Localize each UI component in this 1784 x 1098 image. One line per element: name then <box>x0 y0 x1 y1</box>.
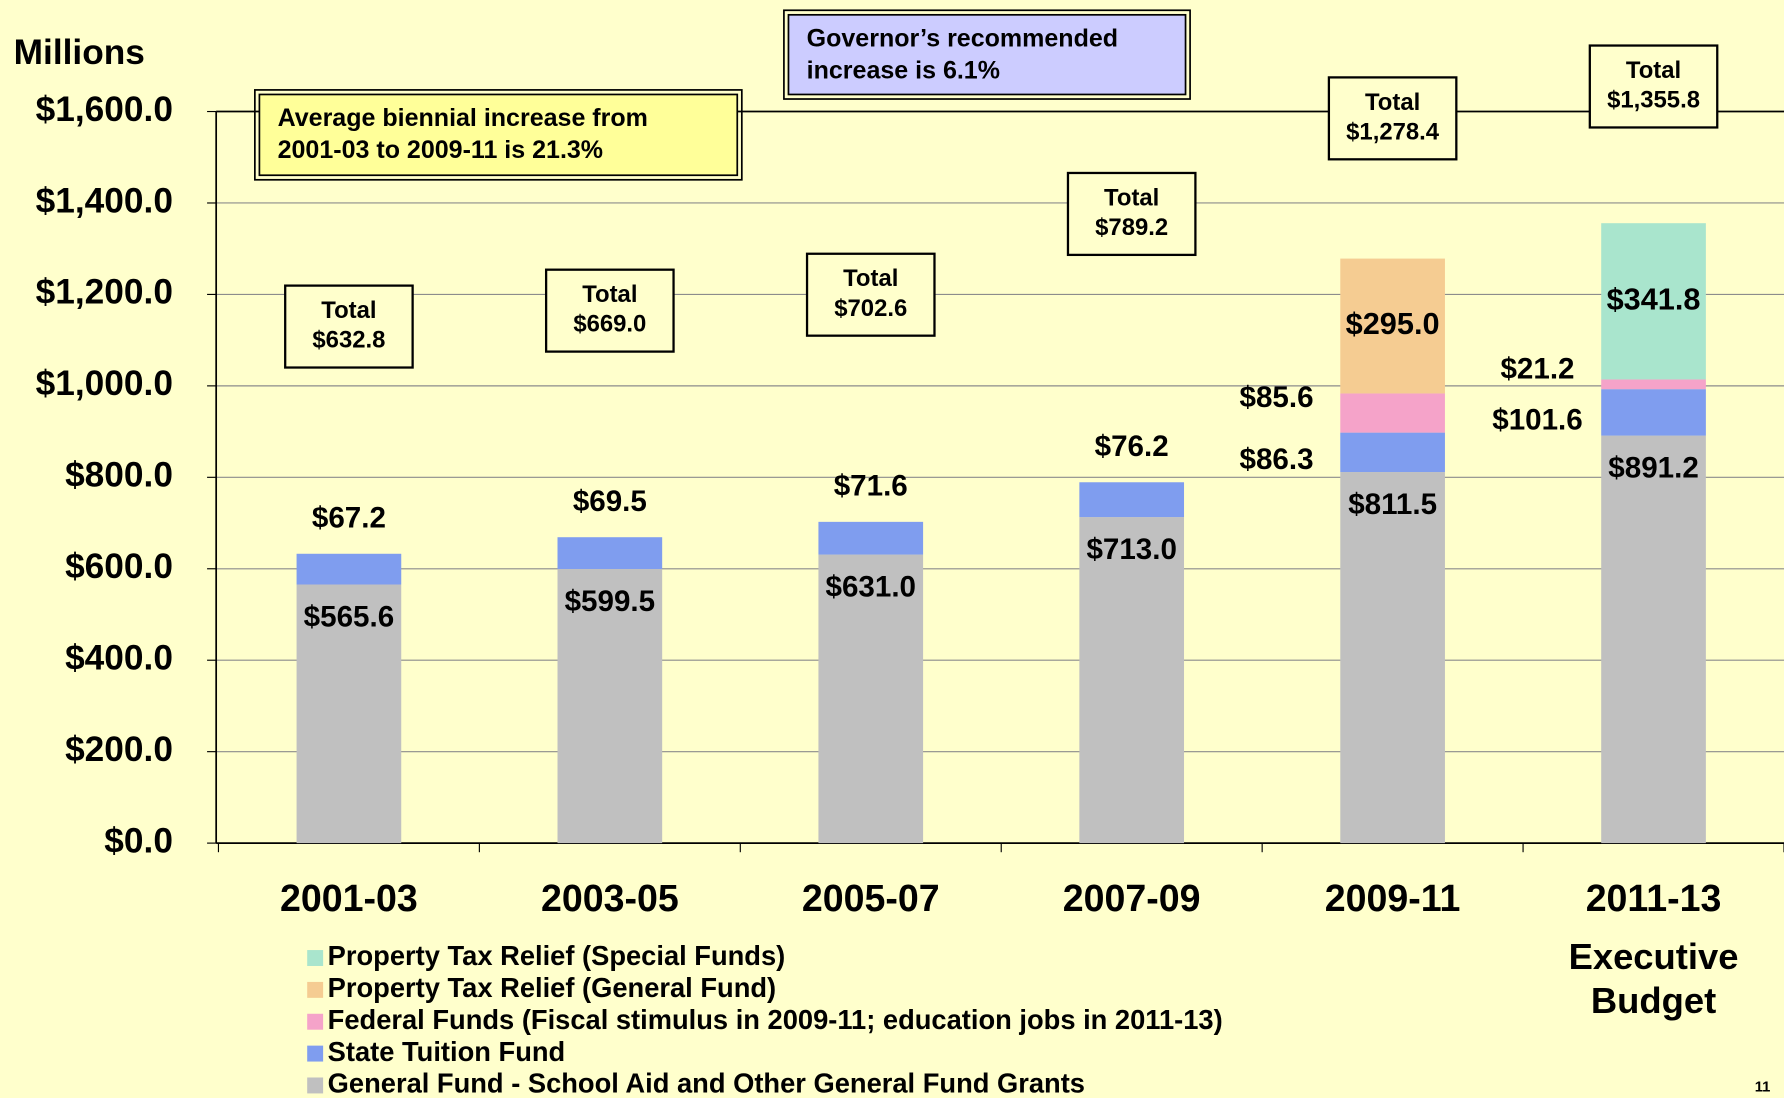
legend-swatch <box>307 950 324 966</box>
bar-segment <box>1079 482 1185 518</box>
total-value: $632.8 <box>312 327 385 354</box>
legend-label: Federal Funds (Fiscal stimulus in 2009-1… <box>328 1004 1223 1035</box>
bar-segment <box>557 537 663 569</box>
total-box <box>1066 171 1197 257</box>
annotation-box <box>783 9 1191 100</box>
legend-swatch <box>307 1077 324 1094</box>
legend-label: Property Tax Relief (General Fund) <box>328 972 776 1003</box>
bar-segment <box>818 521 924 555</box>
category-note: Executive <box>1569 936 1739 977</box>
annotation-text: Governor’s recommended <box>807 24 1118 52</box>
y-tick-label: $1,400.0 <box>36 181 173 220</box>
bar-segment <box>1340 472 1445 844</box>
data-label: $811.5 <box>1348 488 1437 521</box>
total-value: $669.0 <box>573 311 646 338</box>
data-label: $86.3 <box>1240 443 1314 476</box>
total-value: $1,278.4 <box>1346 118 1440 145</box>
bar-segment <box>1340 432 1445 473</box>
x-tick-label: 2005-07 <box>802 877 940 919</box>
total-label: Total <box>843 265 898 292</box>
data-label: $69.5 <box>573 485 647 518</box>
annotation-text: 2001-03 to 2009-11 is 21.3% <box>278 136 603 164</box>
data-label: $295.0 <box>1346 306 1440 341</box>
annotation-box-inner <box>787 13 1187 96</box>
bar-segment <box>296 584 402 844</box>
data-label: $631.0 <box>826 571 916 604</box>
data-label: $101.6 <box>1492 403 1582 436</box>
total-box <box>284 284 414 369</box>
y-tick-label: $200.0 <box>65 730 173 769</box>
total-value: $702.6 <box>834 295 907 322</box>
y-tick-label: $1,200.0 <box>36 273 173 312</box>
total-value: $789.2 <box>1095 214 1168 241</box>
data-label: $85.6 <box>1240 381 1314 414</box>
legend-swatch <box>307 1013 324 1030</box>
total-value: $1,355.8 <box>1607 87 1700 114</box>
data-label: $599.5 <box>565 585 655 618</box>
bar-segment <box>1601 223 1706 380</box>
total-box <box>544 268 675 353</box>
total-label: Total <box>1365 89 1420 116</box>
data-label: $341.8 <box>1607 281 1701 316</box>
total-label: Total <box>321 297 376 324</box>
total-box <box>1327 76 1458 161</box>
data-label: $713.0 <box>1086 533 1176 566</box>
data-label: $67.2 <box>312 501 386 534</box>
bar-segment <box>1079 517 1185 844</box>
y-tick-label: $400.0 <box>65 639 173 678</box>
bar-segment <box>818 554 924 844</box>
page-number: 11 <box>1755 1080 1771 1096</box>
x-tick-label: 2007-09 <box>1063 877 1201 919</box>
y-tick-label: $1,600.0 <box>36 90 173 129</box>
total-box <box>805 252 936 337</box>
x-tick-label: 2009-11 <box>1325 877 1461 919</box>
bar-segment <box>1601 435 1706 844</box>
y-tick-label: $800.0 <box>65 456 173 495</box>
data-label: $891.2 <box>1608 452 1698 485</box>
annotation-box-inner <box>258 93 739 177</box>
data-label: $21.2 <box>1500 352 1574 385</box>
bar-segment <box>1601 379 1706 390</box>
legend-swatch <box>307 1045 324 1062</box>
annotation-text: increase is 6.1% <box>807 56 1000 84</box>
y-tick-label: $600.0 <box>65 547 173 586</box>
x-tick-label: 2001-03 <box>280 877 418 919</box>
data-label: $565.6 <box>304 600 394 633</box>
annotation-text: Average biennial increase from <box>278 104 648 132</box>
x-tick-label: 2011-13 <box>1586 877 1722 919</box>
total-label: Total <box>582 281 637 308</box>
bar-segment <box>296 553 402 585</box>
bar-segment <box>1340 258 1445 394</box>
legend-label: General Fund - School Aid and Other Gene… <box>328 1068 1085 1098</box>
y-tick-label: $1,000.0 <box>36 364 173 403</box>
y-tick-label: $0.0 <box>104 821 173 860</box>
data-label: $76.2 <box>1095 430 1169 463</box>
legend-label: Property Tax Relief (Special Funds) <box>328 940 786 971</box>
category-note: Budget <box>1591 980 1716 1021</box>
data-label: $71.6 <box>834 470 908 503</box>
bar-segment <box>557 568 663 844</box>
legend-label: State Tuition Fund <box>328 1036 566 1067</box>
y-axis-label: Millions <box>14 33 145 72</box>
total-label: Total <box>1626 57 1681 84</box>
total-box <box>1588 44 1719 129</box>
legend-swatch <box>307 981 324 998</box>
bar-segment <box>1340 393 1445 433</box>
bar-segment <box>1601 389 1706 436</box>
annotation-box <box>254 89 743 181</box>
x-tick-label: 2003-05 <box>541 877 679 919</box>
total-label: Total <box>1104 184 1159 211</box>
